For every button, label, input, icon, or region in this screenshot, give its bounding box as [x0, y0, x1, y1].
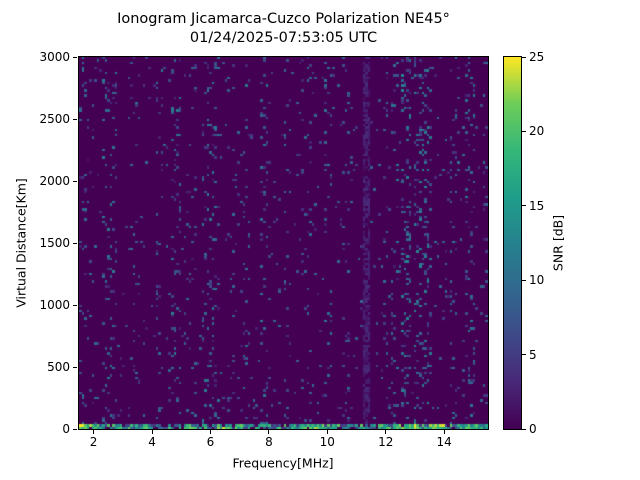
- y-tick-mark: [73, 428, 77, 430]
- y-tick-mark: [73, 304, 77, 306]
- x-tick-mark: [326, 430, 328, 434]
- y-tick-mark: [73, 56, 77, 58]
- x-tick-label: 10: [319, 435, 335, 449]
- x-tick-mark: [443, 430, 445, 434]
- colorbar-tick-label: 5: [529, 347, 537, 362]
- colorbar-tick-mark: [522, 354, 526, 356]
- y-tick-label: 1000: [39, 298, 70, 312]
- x-tick-mark: [209, 430, 211, 434]
- colorbar-tick-mark: [522, 56, 526, 58]
- y-tick-label: 3000: [39, 50, 70, 64]
- colorbar-tick-mark: [522, 205, 526, 207]
- y-tick-label: 1500: [39, 236, 70, 250]
- y-tick-label: 500: [47, 360, 70, 374]
- x-tick-label: 12: [378, 435, 394, 449]
- colorbar-tick-mark: [522, 428, 526, 430]
- y-tick-label: 2000: [39, 174, 70, 188]
- x-tick-label: 2: [89, 435, 98, 449]
- colorbar-tick-mark: [522, 279, 526, 281]
- y-tick-label: 2500: [39, 112, 70, 126]
- y-tick-mark: [73, 242, 77, 244]
- x-tick-label: 14: [436, 435, 452, 449]
- plot-area: [78, 56, 489, 430]
- y-tick-label: 0: [62, 422, 70, 436]
- chart-title: Ionogram Jicamarca-Cuzco Polarization NE…: [117, 11, 450, 27]
- colorbar-tick-mark: [522, 130, 526, 132]
- x-tick-mark: [268, 430, 270, 434]
- colorbar-tick-label: 15: [529, 198, 545, 213]
- title-block: Ionogram Jicamarca-Cuzco Polarization NE…: [78, 10, 489, 48]
- y-tick-mark: [73, 366, 77, 368]
- y-tick-mark: [73, 118, 77, 120]
- x-tick-mark: [151, 430, 153, 434]
- x-axis-label: Frequency[MHz]: [232, 455, 334, 471]
- colorbar-tick-label: 25: [529, 50, 545, 64]
- colorbar: [503, 56, 522, 430]
- colorbar-canvas: [504, 57, 521, 429]
- y-tick-mark: [73, 180, 77, 182]
- x-tick-label: 6: [206, 435, 215, 449]
- chart-subtitle: 01/24/2025-07:53:05 UTC: [189, 30, 378, 46]
- colorbar-tick-label: 0: [529, 422, 537, 436]
- colorbar-label: SNR [dB]: [550, 214, 566, 272]
- x-tick-label: 4: [148, 435, 156, 449]
- colorbar-tick-label: 10: [529, 273, 545, 288]
- x-tick-mark: [385, 430, 387, 434]
- colorbar-tick-label: 20: [529, 124, 545, 139]
- x-tick-mark: [93, 430, 95, 434]
- heatmap-canvas: [79, 57, 488, 429]
- x-tick-label: 8: [265, 435, 273, 449]
